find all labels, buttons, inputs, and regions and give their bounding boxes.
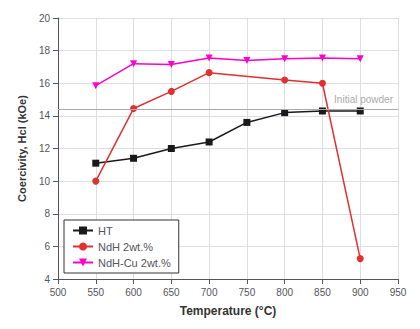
svg-text:Temperature (°C): Temperature (°C) [180, 304, 277, 318]
svg-text:850: 850 [314, 287, 331, 298]
svg-text:16: 16 [39, 78, 51, 89]
svg-text:Initial powder: Initial powder [334, 94, 394, 105]
svg-text:NdH-Cu 2wt.%: NdH-Cu 2wt.% [98, 257, 171, 269]
svg-text:650: 650 [163, 287, 180, 298]
svg-text:500: 500 [50, 287, 67, 298]
svg-text:6: 6 [44, 241, 50, 252]
svg-text:NdH 2wt.%: NdH 2wt.% [98, 241, 153, 253]
svg-text:8: 8 [44, 208, 50, 219]
svg-text:HT: HT [98, 225, 113, 237]
svg-text:14: 14 [39, 110, 51, 121]
svg-text:20: 20 [39, 13, 51, 24]
svg-text:700: 700 [201, 287, 218, 298]
svg-text:18: 18 [39, 45, 51, 56]
svg-text:12: 12 [39, 143, 51, 154]
svg-text:600: 600 [125, 287, 142, 298]
svg-text:900: 900 [352, 287, 369, 298]
svg-text:10: 10 [39, 176, 51, 187]
svg-text:750: 750 [239, 287, 256, 298]
svg-text:550: 550 [87, 287, 104, 298]
svg-text:Coercivity, Hcl (kOe): Coercivity, Hcl (kOe) [16, 95, 28, 202]
svg-text:4: 4 [44, 274, 50, 285]
svg-text:800: 800 [276, 287, 293, 298]
svg-text:950: 950 [390, 287, 407, 298]
